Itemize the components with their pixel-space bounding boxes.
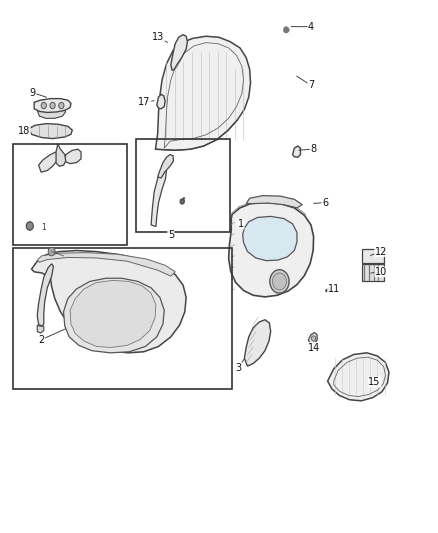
Text: 6: 6 [322,198,328,207]
Text: 1: 1 [42,223,46,232]
Text: 1: 1 [238,219,244,229]
Text: 11: 11 [328,284,340,294]
Polygon shape [65,149,81,164]
Text: 2: 2 [39,335,45,344]
Circle shape [26,222,33,230]
Polygon shape [328,353,389,401]
Text: 15: 15 [368,377,381,387]
Polygon shape [155,36,251,150]
Text: 17: 17 [138,98,151,107]
Text: 12: 12 [375,247,387,256]
Polygon shape [64,278,164,353]
Polygon shape [28,124,72,139]
Polygon shape [293,146,300,157]
Text: 3: 3 [236,363,242,373]
Circle shape [311,336,316,341]
Polygon shape [32,251,186,353]
Polygon shape [56,144,66,166]
Polygon shape [37,325,44,333]
Polygon shape [37,110,66,118]
Polygon shape [158,155,173,178]
Circle shape [48,247,55,256]
Circle shape [59,102,64,109]
Bar [13,248,232,389]
Polygon shape [39,152,58,172]
Polygon shape [37,264,53,326]
Text: 8: 8 [310,144,316,154]
Polygon shape [243,216,297,261]
Polygon shape [244,320,271,366]
Text: 10: 10 [375,267,387,277]
Polygon shape [246,196,302,208]
Polygon shape [151,168,166,227]
Polygon shape [34,99,71,112]
Polygon shape [308,333,317,344]
Bar [136,139,230,232]
Polygon shape [157,94,165,109]
Polygon shape [326,288,331,292]
Text: 4: 4 [308,22,314,31]
Text: 18: 18 [18,126,30,135]
Polygon shape [229,203,314,297]
Circle shape [272,273,286,290]
Text: 5: 5 [168,230,174,239]
Bar [13,144,127,245]
Bar [362,264,384,281]
Polygon shape [37,253,175,276]
Text: 13: 13 [152,33,165,42]
Polygon shape [285,28,289,32]
Circle shape [270,270,289,293]
Text: 9: 9 [30,88,36,98]
Text: 14: 14 [308,343,321,352]
Circle shape [283,27,289,33]
Circle shape [41,102,46,109]
Bar [362,249,384,263]
Circle shape [50,102,55,109]
Text: 7: 7 [308,80,314,90]
Polygon shape [171,35,187,70]
Circle shape [180,199,184,204]
Polygon shape [70,280,156,348]
